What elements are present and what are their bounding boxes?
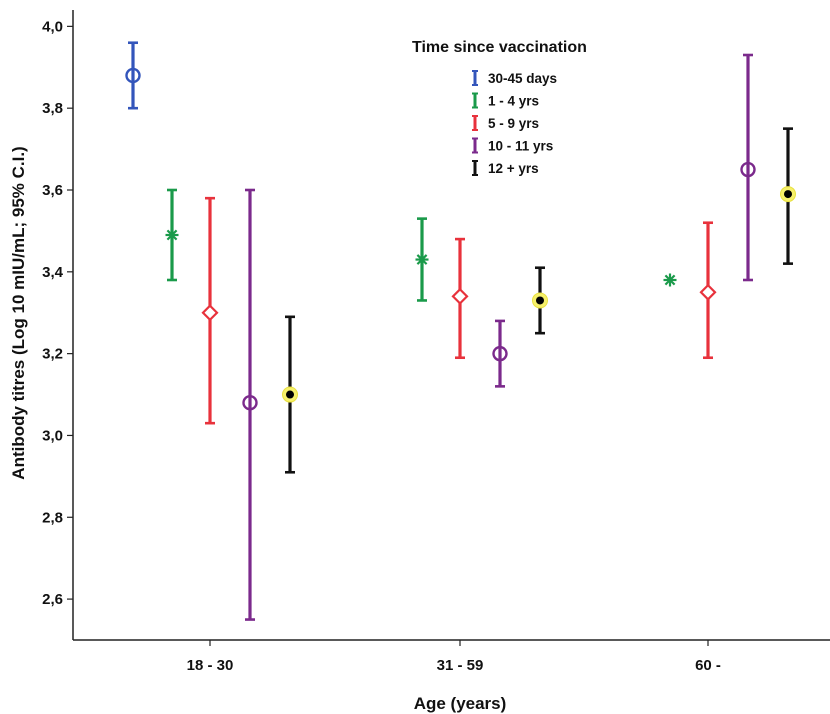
series-30-45-days [125,41,141,110]
mean-marker [740,161,756,178]
legend-item: 12 + yrs [472,160,539,176]
plot-frame [72,10,830,641]
mean-marker [451,287,469,305]
x-tick-label: 18 - 30 [187,657,234,674]
mean-marker-core [286,390,294,399]
mean-marker [165,228,179,242]
mean-marker [492,345,508,362]
data-marks [125,41,796,621]
y-tick-label: 3,8 [42,100,63,117]
mean-marker [125,67,141,84]
y-tick-label: 3,0 [42,427,63,444]
mean-marker [242,395,258,411]
legend-item: 5 - 9 yrs [472,115,539,131]
legend-label: 1 - 4 yrs [488,94,539,109]
series-1-4-yrs [165,188,677,302]
legend-item: 30-45 days [472,70,557,86]
y-tick-label: 2,8 [42,509,63,526]
x-axis-title: Age (years) [414,694,507,713]
x-axis: 18 - 30 31 - 59 60 - [187,640,721,674]
legend-label: 5 - 9 yrs [488,116,539,131]
legend-title: Time since vaccination [412,39,587,56]
mean-marker [415,253,429,267]
y-tick-label: 3,4 [42,264,64,281]
legend-item: 10 - 11 yrs [472,137,553,154]
mean-marker [663,273,677,287]
legend-label: 10 - 11 yrs [488,139,553,154]
series-10-11-yrs [242,53,756,621]
legend-label: 30-45 days [488,71,557,86]
y-tick-label: 3,2 [42,346,63,363]
legend-label: 12 + yrs [488,161,539,176]
series-12-yrs [282,127,796,474]
y-axis-title: Antibody titres (Log 10 mIU/mL; 95% C.I.… [9,146,28,479]
mean-marker [201,304,219,322]
legend-item: 1 - 4 yrs [472,92,539,109]
y-tick-label: 2,6 [42,591,63,608]
x-tick-label: 60 - [695,657,721,674]
y-tick-label: 4,0 [42,18,63,35]
mean-marker [699,283,717,301]
y-tick-label: 3,6 [42,182,63,199]
y-axis: 2,6 2,8 3,0 3,2 3,4 3,6 3,8 4,0 [42,18,73,608]
mean-marker-core [784,190,792,199]
mean-marker-core [536,296,544,305]
series-5-9-yrs [201,196,717,425]
legend: Time since vaccination 30-45 days 1 - 4 y… [412,39,587,176]
x-tick-label: 31 - 59 [437,657,484,674]
